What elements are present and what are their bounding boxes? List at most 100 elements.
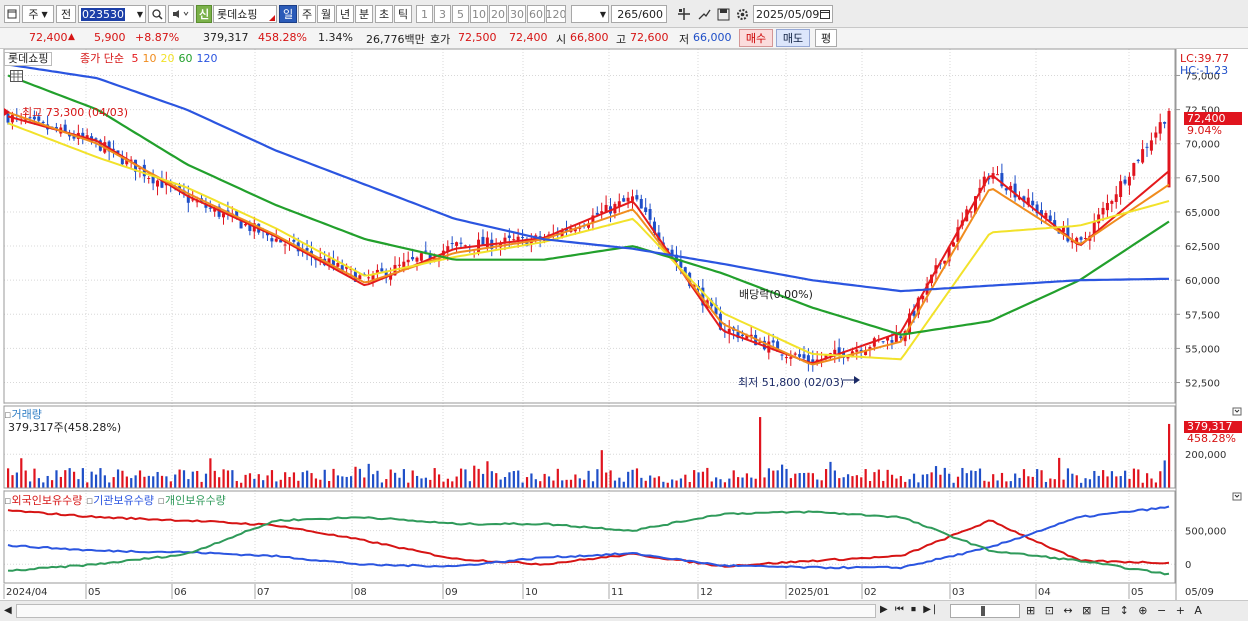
stock-tag[interactable]: 롯데쇼핑 [4, 52, 53, 66]
volume-bar [1141, 482, 1144, 488]
volume-bar [1137, 469, 1140, 488]
volume-bar [314, 478, 318, 488]
interval-button[interactable]: 5 [452, 5, 469, 23]
interval-button[interactable]: 10 [470, 5, 488, 23]
candle-body [116, 150, 120, 154]
interval-button[interactable]: 1 [416, 5, 433, 23]
chart-type-select[interactable]: 주 ▼ [22, 5, 54, 23]
window-menu-icon[interactable] [4, 5, 20, 23]
volume-bar [974, 471, 977, 488]
volume-bar [1097, 475, 1100, 488]
cross-cursor-icon[interactable] [674, 5, 694, 23]
volume-bar [569, 479, 573, 488]
settings-icon[interactable] [733, 5, 751, 23]
bid-price: 72,400 [509, 31, 548, 44]
volume-bar [376, 470, 379, 488]
ma-period-60[interactable]: 60 [178, 52, 193, 65]
holding-legend[interactable]: ▫외국인보유수량 ▫기관보유수량 ▫개인보유수량 [4, 494, 226, 507]
period-tab[interactable]: 틱 [394, 5, 412, 23]
volume-bar [1132, 468, 1136, 488]
scrollbar-track[interactable] [16, 604, 876, 618]
zoom-slider[interactable] [950, 604, 1020, 618]
volume-bar [1022, 469, 1026, 488]
x-axis-label-last: 05/09 [1185, 587, 1214, 598]
volume-bar [600, 450, 603, 488]
dropdown-icon[interactable]: ▼ [136, 9, 143, 19]
volume-bar [798, 473, 801, 488]
period-tab[interactable]: 년 [336, 5, 354, 23]
prev-button[interactable]: 전 [56, 5, 76, 23]
period-tab[interactable]: 분 [355, 5, 373, 23]
period-tab[interactable]: 월 [317, 5, 335, 23]
candle-body [459, 242, 463, 244]
volume-bar [679, 478, 683, 488]
candle-body [503, 237, 507, 242]
volume-bar [415, 475, 419, 488]
candle-body [156, 180, 160, 187]
volume-bar [697, 472, 700, 488]
ma-period-20[interactable]: 20 [160, 52, 175, 65]
draw-tool-icon[interactable] [695, 5, 713, 23]
period-tab[interactable]: 초 [375, 5, 393, 23]
date-input[interactable]: 2025/05/09 [753, 5, 833, 23]
ask-label: 호가 [430, 33, 451, 46]
panel-frame-0 [3, 49, 1176, 404]
volume-bar [688, 481, 691, 488]
search-icon[interactable] [148, 5, 166, 23]
period-tab[interactable]: 일 [279, 5, 297, 23]
stock-code-value: 023530 [81, 7, 125, 21]
interval-button[interactable]: 20 [489, 5, 507, 23]
chart-labels: 75,000 72,500 70,000 67,500 65,000 62,500 60,0… [4, 71, 1242, 598]
interval-button[interactable]: 30 [508, 5, 526, 23]
eval-button[interactable]: 평 [815, 29, 837, 47]
candle-body [1149, 140, 1153, 151]
playback-controls[interactable]: ▶ ⏮ ⏹ ▶| [880, 604, 939, 615]
volume-bar [37, 478, 40, 488]
volume-bar [490, 471, 493, 488]
dividend-annotation: 배당락(0.00%) [739, 288, 813, 301]
sound-menu-icon[interactable] [168, 5, 194, 23]
stock-name[interactable]: 롯데쇼핑 [213, 5, 277, 23]
period-tab[interactable]: 주 [298, 5, 316, 23]
candle-body [736, 331, 740, 339]
candle-body [446, 246, 450, 252]
scroll-left-icon[interactable]: ◀ [4, 605, 12, 616]
ma-period-10[interactable]: 10 [142, 52, 157, 65]
volume-bar [94, 474, 98, 488]
price-axis-label: 72,500 [1185, 106, 1220, 117]
interval-button[interactable]: 3 [434, 5, 451, 23]
grid-icon[interactable] [10, 70, 23, 82]
buy-button[interactable]: 매수 [739, 29, 773, 47]
volume-bar [459, 468, 463, 488]
volume-bar [218, 477, 221, 488]
interval-button[interactable]: 60 [527, 5, 545, 23]
candle-body [947, 246, 951, 262]
volume-bar [275, 481, 278, 488]
volume-bar [420, 478, 423, 488]
ma-legend[interactable]: 종가 단순 5 10 20 60 120 [80, 53, 217, 65]
save-icon[interactable] [714, 5, 732, 23]
volume-bar [451, 481, 454, 488]
bottom-bar: ◀ ▶ ⏮ ⏹ ▶| ⊞ ⊡ ↔ ⊠ ⊟ ↕ ⊕ − + A [0, 600, 1248, 621]
volume-bar [284, 472, 287, 488]
x-axis-label: 02 [864, 587, 877, 598]
candle-body [1053, 220, 1057, 227]
interval-select[interactable]: ▼ [571, 5, 609, 23]
ma-period-120[interactable]: 120 [196, 52, 218, 65]
data-count[interactable]: 265/600 [611, 5, 667, 23]
hc-value: HC:-1.23 [1180, 64, 1229, 77]
volume-bar [565, 479, 568, 488]
sell-button[interactable]: 매도 [776, 29, 810, 47]
volume-bar [613, 480, 617, 488]
candle-body [507, 235, 511, 238]
stock-code-input[interactable]: 023530 ▼ [78, 5, 146, 23]
volume-bar [15, 472, 18, 488]
interval-button[interactable]: 120 [546, 5, 566, 23]
volume-bar [983, 480, 986, 488]
candle-body [1105, 202, 1109, 211]
ma-period-5[interactable]: 5 [131, 52, 139, 65]
volume-bar [952, 482, 955, 488]
zoom-tools[interactable]: ⊞ ⊡ ↔ ⊠ ⊟ ↕ ⊕ − + A [1026, 604, 1205, 617]
chart-area[interactable]: 75,000 72,500 70,000 67,500 65,000 62,500 60,0… [0, 49, 1248, 621]
candle-body [952, 242, 956, 247]
